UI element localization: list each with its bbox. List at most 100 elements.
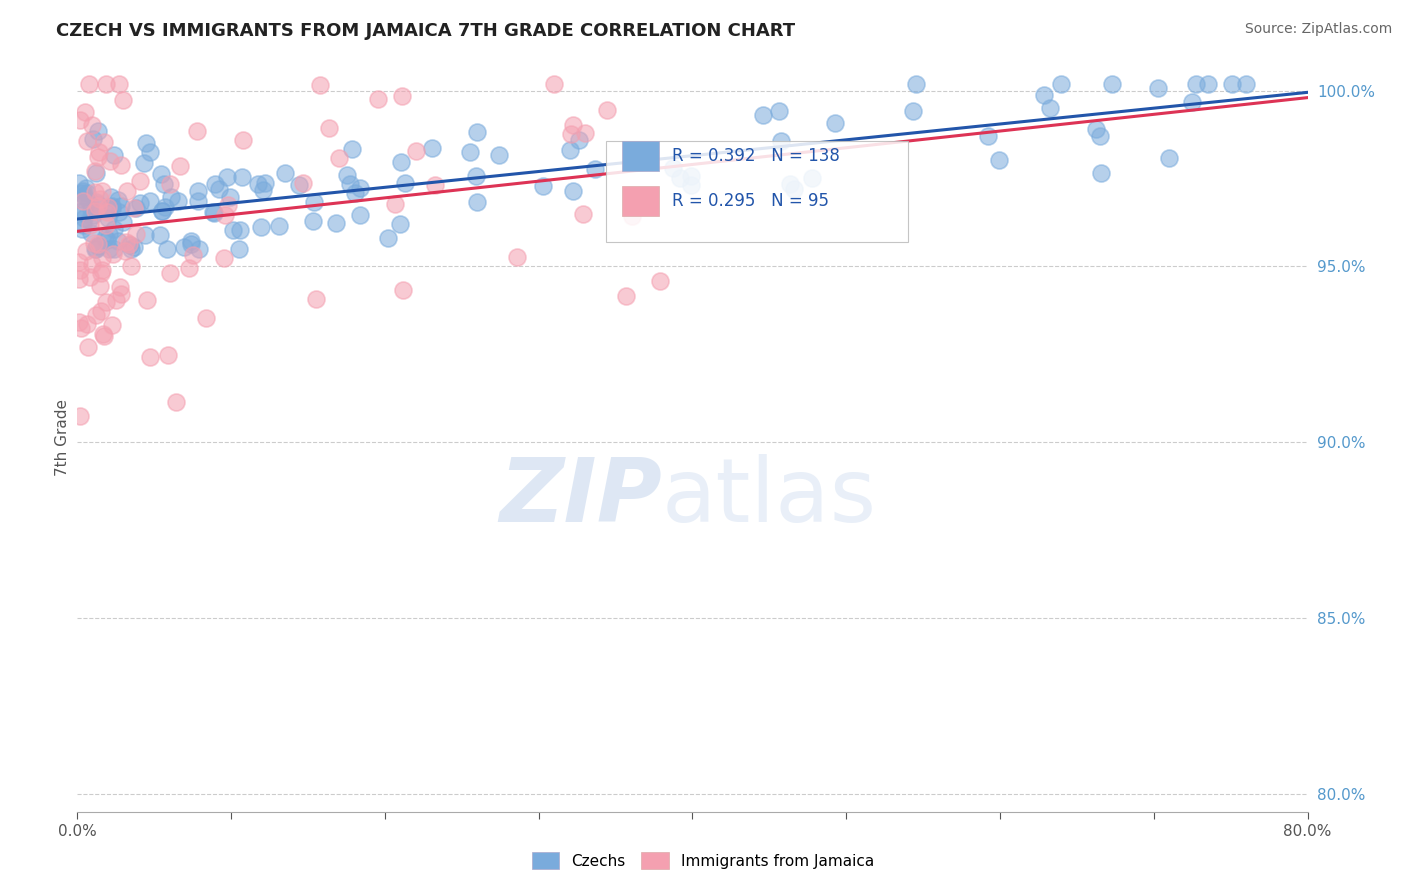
Point — [87, 145, 110, 160]
Point — [405, 145, 427, 159]
Point — [110, 158, 132, 172]
Point — [572, 207, 595, 221]
Point — [420, 141, 443, 155]
Point — [169, 159, 191, 173]
Point — [905, 77, 928, 91]
Point — [1101, 77, 1123, 91]
Point — [69, 203, 91, 218]
Point — [69, 409, 91, 424]
Point — [84, 242, 107, 256]
Point — [93, 135, 115, 149]
Point — [70, 321, 93, 335]
Point — [681, 178, 703, 193]
Point — [367, 92, 389, 106]
Point — [157, 348, 180, 362]
Point — [69, 112, 91, 127]
Text: atlas: atlas — [662, 453, 877, 541]
Point — [84, 203, 107, 218]
Point — [110, 199, 132, 213]
Point — [111, 215, 134, 229]
Text: Source: ZipAtlas.com: Source: ZipAtlas.com — [1244, 22, 1392, 37]
Point — [648, 274, 671, 288]
Point — [159, 177, 181, 191]
Point — [267, 219, 290, 234]
Point — [1050, 77, 1073, 91]
Point — [89, 238, 111, 252]
Point — [79, 194, 101, 209]
Point — [1033, 88, 1056, 103]
Point — [76, 134, 98, 148]
Point — [1197, 77, 1219, 91]
Point — [94, 295, 117, 310]
Point — [232, 133, 254, 147]
Point — [292, 176, 315, 190]
Point — [91, 185, 114, 199]
Point — [149, 228, 172, 243]
Point — [69, 263, 91, 277]
Point — [82, 132, 104, 146]
Point — [1184, 77, 1206, 91]
Point — [150, 204, 173, 219]
Point — [543, 77, 565, 91]
Point — [98, 153, 121, 168]
Point — [1220, 77, 1243, 91]
Point — [125, 201, 148, 215]
Point — [800, 170, 823, 185]
Point — [101, 199, 124, 213]
Point — [1159, 151, 1181, 165]
Point — [783, 182, 806, 196]
Point — [89, 266, 111, 280]
Point — [180, 234, 202, 248]
Point — [83, 236, 105, 251]
Point — [204, 177, 226, 191]
Point — [253, 177, 276, 191]
Point — [1090, 129, 1112, 144]
Point — [75, 180, 97, 194]
Point — [153, 200, 176, 214]
Point — [779, 177, 801, 191]
Point — [87, 239, 110, 253]
Point — [67, 315, 90, 329]
Point — [89, 193, 111, 207]
Point — [107, 234, 129, 248]
Point — [89, 279, 111, 293]
Point — [73, 211, 96, 225]
Point — [67, 254, 90, 268]
Point — [768, 103, 790, 118]
Point — [195, 310, 218, 325]
Point — [824, 116, 846, 130]
Point — [214, 208, 236, 222]
Point — [160, 190, 183, 204]
Point — [1090, 166, 1112, 180]
Point — [94, 230, 117, 244]
Point — [96, 205, 118, 219]
Point — [90, 251, 112, 265]
Text: ZIP: ZIP — [499, 453, 662, 541]
Point — [187, 194, 209, 208]
Point — [97, 211, 120, 226]
Point — [135, 136, 157, 150]
Point — [558, 143, 581, 157]
Point — [103, 148, 125, 162]
Point — [1234, 77, 1257, 91]
Point — [465, 169, 488, 184]
Point — [340, 142, 363, 156]
Point — [425, 178, 447, 192]
Point — [93, 328, 115, 343]
Point — [79, 270, 101, 285]
Point — [384, 197, 406, 211]
Point — [82, 209, 104, 223]
Point — [98, 242, 121, 256]
Point — [73, 188, 96, 202]
Point — [344, 186, 367, 200]
Point — [100, 202, 122, 216]
Point — [217, 197, 239, 211]
Point — [112, 93, 135, 107]
Point — [134, 227, 156, 242]
Point — [90, 262, 112, 277]
Point — [252, 183, 274, 197]
Point — [120, 242, 142, 256]
Point — [67, 271, 90, 285]
Point — [72, 194, 94, 209]
Point — [181, 248, 204, 262]
